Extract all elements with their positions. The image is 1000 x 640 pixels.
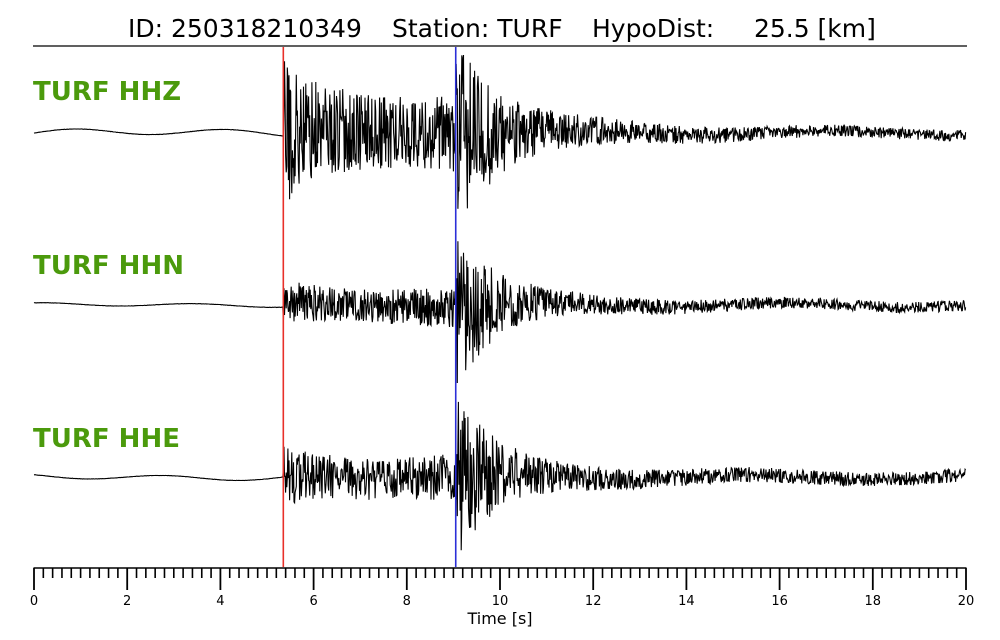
x-tick-label: 8 (403, 594, 411, 609)
trace-label-turf-hhn: TURF HHN (33, 251, 184, 281)
time-axis: 0 2 4 6 8 10 12 14 16 18 20 Time [s] (30, 567, 975, 628)
station-text: Station: TURF (392, 14, 563, 43)
event-id-text: ID: 250318210349 (128, 14, 362, 43)
x-tick-label: 4 (216, 594, 224, 609)
x-tick-label: 6 (309, 594, 317, 609)
trace-turf-hhn (33, 241, 967, 384)
hypodist-text: HypoDist: 25.5 [km] (592, 14, 876, 43)
x-tick-label: 12 (585, 594, 602, 609)
x-tick-label: 10 (492, 594, 509, 609)
trace-label-turf-hhz: TURF HHZ (33, 77, 181, 107)
x-tick-label: 16 (771, 594, 788, 609)
figure-title: ID: 250318210349 Station: TURF HypoDist:… (128, 14, 876, 43)
trace-turf-hhz (33, 54, 967, 209)
trace-turf-hhe (33, 401, 967, 551)
phase-picks (282, 47, 457, 567)
x-tick-label: 18 (865, 594, 882, 609)
x-tick-label: 0 (30, 594, 38, 609)
x-tick-label: 14 (678, 594, 695, 609)
trace-labels: TURF HHZ TURF HHN TURF HHE (33, 77, 184, 454)
x-tick-label: 2 (123, 594, 131, 609)
traces-layer (33, 54, 967, 551)
x-tick-label: 20 (958, 594, 975, 609)
trace-label-turf-hhe: TURF HHE (33, 424, 180, 454)
x-axis-label: Time [s] (466, 609, 532, 628)
